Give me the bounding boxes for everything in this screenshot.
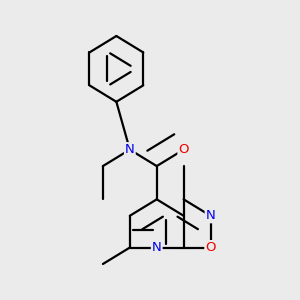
Text: O: O	[205, 241, 216, 254]
Text: N: N	[152, 241, 162, 254]
Text: N: N	[125, 143, 135, 156]
Text: O: O	[178, 143, 189, 156]
Text: N: N	[206, 209, 215, 222]
